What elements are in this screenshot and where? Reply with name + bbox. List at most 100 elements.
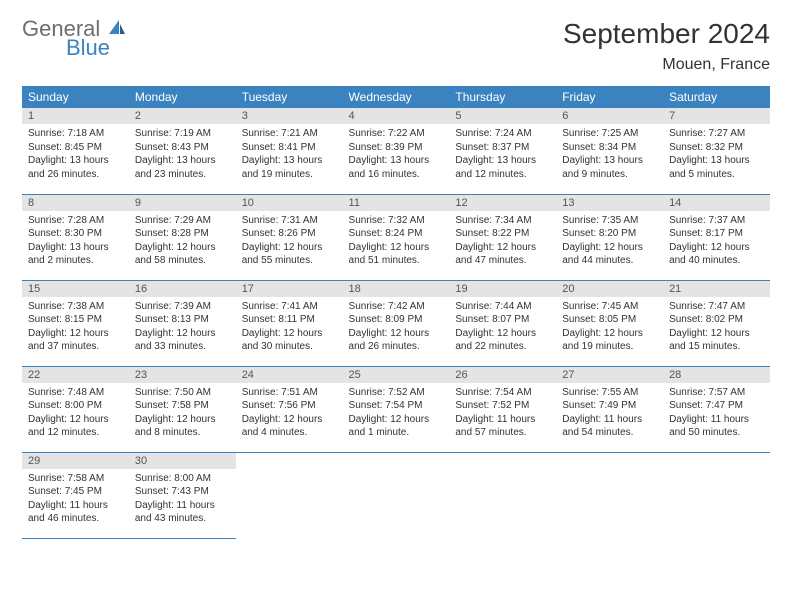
sunrise-line: Sunrise: 7:24 AM bbox=[455, 127, 550, 141]
sunrise-line: Sunrise: 7:39 AM bbox=[135, 300, 230, 314]
day-details: Sunrise: 7:21 AMSunset: 8:41 PMDaylight:… bbox=[236, 124, 343, 185]
day-number: 27 bbox=[556, 367, 663, 383]
day-details: Sunrise: 7:31 AMSunset: 8:26 PMDaylight:… bbox=[236, 211, 343, 272]
day-number: 3 bbox=[236, 108, 343, 124]
day-number: 15 bbox=[22, 281, 129, 297]
sunrise-line: Sunrise: 7:50 AM bbox=[135, 386, 230, 400]
calendar-row: 1Sunrise: 7:18 AMSunset: 8:45 PMDaylight… bbox=[22, 108, 770, 194]
sunset-line: Sunset: 8:30 PM bbox=[28, 227, 123, 241]
sunset-line: Sunset: 8:34 PM bbox=[562, 141, 657, 155]
day-number: 20 bbox=[556, 281, 663, 297]
daylight-line: Daylight: 12 hours and 12 minutes. bbox=[28, 413, 123, 440]
daylight-line: Daylight: 12 hours and 19 minutes. bbox=[562, 327, 657, 354]
day-details: Sunrise: 7:58 AMSunset: 7:45 PMDaylight:… bbox=[22, 469, 129, 530]
sunset-line: Sunset: 8:22 PM bbox=[455, 227, 550, 241]
day-number: 1 bbox=[22, 108, 129, 124]
sunset-line: Sunset: 8:28 PM bbox=[135, 227, 230, 241]
day-number: 4 bbox=[343, 108, 450, 124]
day-number: 23 bbox=[129, 367, 236, 383]
sunset-line: Sunset: 8:17 PM bbox=[669, 227, 764, 241]
calendar-cell: 13Sunrise: 7:35 AMSunset: 8:20 PMDayligh… bbox=[556, 194, 663, 280]
sunset-line: Sunset: 8:24 PM bbox=[349, 227, 444, 241]
sunrise-line: Sunrise: 7:55 AM bbox=[562, 386, 657, 400]
sunrise-line: Sunrise: 7:31 AM bbox=[242, 214, 337, 228]
day-details: Sunrise: 7:39 AMSunset: 8:13 PMDaylight:… bbox=[129, 297, 236, 358]
day-details: Sunrise: 7:38 AMSunset: 8:15 PMDaylight:… bbox=[22, 297, 129, 358]
sunset-line: Sunset: 7:45 PM bbox=[28, 485, 123, 499]
sunrise-line: Sunrise: 7:28 AM bbox=[28, 214, 123, 228]
day-details: Sunrise: 7:32 AMSunset: 8:24 PMDaylight:… bbox=[343, 211, 450, 272]
sunset-line: Sunset: 8:32 PM bbox=[669, 141, 764, 155]
calendar-row: 8 Sunrise: 7:28 AMSunset: 8:30 PM Daylight… bbox=[22, 194, 770, 280]
day-details: Sunrise: 7:54 AMSunset: 7:52 PMDaylight:… bbox=[449, 383, 556, 444]
day-details: Sunrise: 8:00 AMSunset: 7:43 PMDaylight:… bbox=[129, 469, 236, 530]
sunrise-line: Sunrise: 7:21 AM bbox=[242, 127, 337, 141]
sunrise-line: Sunrise: 7:44 AM bbox=[455, 300, 550, 314]
sunset-line: Sunset: 8:09 PM bbox=[349, 313, 444, 327]
day-details: Sunrise: 7:19 AMSunset: 8:43 PMDaylight:… bbox=[129, 124, 236, 185]
calendar-cell: 20Sunrise: 7:45 AMSunset: 8:05 PMDayligh… bbox=[556, 280, 663, 366]
sunrise-line: Sunrise: 7:18 AM bbox=[28, 127, 123, 141]
weekday-header: Saturday bbox=[663, 86, 770, 108]
day-number: 21 bbox=[663, 281, 770, 297]
day-number: 28 bbox=[663, 367, 770, 383]
calendar-row: 22Sunrise: 7:48 AMSunset: 8:00 PMDayligh… bbox=[22, 366, 770, 452]
calendar-cell: 25Sunrise: 7:52 AMSunset: 7:54 PMDayligh… bbox=[343, 366, 450, 452]
day-number: 8 bbox=[22, 195, 129, 211]
calendar-row: 29Sunrise: 7:58 AMSunset: 7:45 PMDayligh… bbox=[22, 452, 770, 538]
calendar-cell: 2Sunrise: 7:19 AMSunset: 8:43 PMDaylight… bbox=[129, 108, 236, 194]
day-number: 2 bbox=[129, 108, 236, 124]
weekday-header: Tuesday bbox=[236, 86, 343, 108]
calendar-cell: .. bbox=[236, 452, 343, 538]
day-details: Sunrise: 7:41 AMSunset: 8:11 PMDaylight:… bbox=[236, 297, 343, 358]
day-details: Sunrise: 7:52 AMSunset: 7:54 PMDaylight:… bbox=[343, 383, 450, 444]
daylight-line: Daylight: 12 hours and 40 minutes. bbox=[669, 241, 764, 268]
day-details: Sunrise: 7:45 AMSunset: 8:05 PMDaylight:… bbox=[556, 297, 663, 358]
calendar-cell: 26Sunrise: 7:54 AMSunset: 7:52 PMDayligh… bbox=[449, 366, 556, 452]
sunrise-line: Sunrise: 7:19 AM bbox=[135, 127, 230, 141]
sunset-line: Sunset: 7:43 PM bbox=[135, 485, 230, 499]
sunrise-line: Sunrise: 7:51 AM bbox=[242, 386, 337, 400]
sunset-line: Sunset: 7:49 PM bbox=[562, 399, 657, 413]
sunset-line: Sunset: 8:20 PM bbox=[562, 227, 657, 241]
day-details: Sunrise: 7:24 AMSunset: 8:37 PMDaylight:… bbox=[449, 124, 556, 185]
day-number: 30 bbox=[129, 453, 236, 469]
sunset-line: Sunset: 7:54 PM bbox=[349, 399, 444, 413]
calendar-cell: 29Sunrise: 7:58 AMSunset: 7:45 PMDayligh… bbox=[22, 452, 129, 538]
sunrise-line: Sunrise: 7:57 AM bbox=[669, 386, 764, 400]
calendar-cell: 4Sunrise: 7:22 AMSunset: 8:39 PMDaylight… bbox=[343, 108, 450, 194]
sunset-line: Sunset: 8:11 PM bbox=[242, 313, 337, 327]
daylight-line: Daylight: 13 hours and 23 minutes. bbox=[135, 154, 230, 181]
day-number: 14 bbox=[663, 195, 770, 211]
sunset-line: Sunset: 8:13 PM bbox=[135, 313, 230, 327]
weekday-header: Thursday bbox=[449, 86, 556, 108]
daylight-line: Daylight: 11 hours and 54 minutes. bbox=[562, 413, 657, 440]
day-number: 29 bbox=[22, 453, 129, 469]
sunrise-line: Sunrise: 7:34 AM bbox=[455, 214, 550, 228]
day-details: Sunrise: 7:18 AMSunset: 8:45 PMDaylight:… bbox=[22, 124, 129, 185]
daylight-line: Daylight: 13 hours and 5 minutes. bbox=[669, 154, 764, 181]
sunrise-line: Sunrise: 8:00 AM bbox=[135, 472, 230, 486]
day-details: Sunrise: 7:57 AMSunset: 7:47 PMDaylight:… bbox=[663, 383, 770, 444]
daylight-line: Daylight: 12 hours and 51 minutes. bbox=[349, 241, 444, 268]
location: Mouen, France bbox=[563, 56, 770, 74]
calendar-cell: 22Sunrise: 7:48 AMSunset: 8:00 PMDayligh… bbox=[22, 366, 129, 452]
daylight-line: Daylight: 12 hours and 37 minutes. bbox=[28, 327, 123, 354]
daylight-line: Daylight: 13 hours and 19 minutes. bbox=[242, 154, 337, 181]
day-number: 9 bbox=[129, 195, 236, 211]
sunset-line: Sunset: 8:43 PM bbox=[135, 141, 230, 155]
sunrise-line: Sunrise: 7:41 AM bbox=[242, 300, 337, 314]
day-details: Sunrise: 7:25 AMSunset: 8:34 PMDaylight:… bbox=[556, 124, 663, 185]
calendar-cell: .. bbox=[663, 452, 770, 538]
day-details: Sunrise: 7:29 AMSunset: 8:28 PMDaylight:… bbox=[129, 211, 236, 272]
day-number: 10 bbox=[236, 195, 343, 211]
calendar-cell: 18Sunrise: 7:42 AMSunset: 8:09 PMDayligh… bbox=[343, 280, 450, 366]
sunrise-line: Sunrise: 7:58 AM bbox=[28, 472, 123, 486]
calendar-cell: 15Sunrise: 7:38 AMSunset: 8:15 PMDayligh… bbox=[22, 280, 129, 366]
sunset-line: Sunset: 7:52 PM bbox=[455, 399, 550, 413]
day-details: Sunrise: 7:27 AMSunset: 8:32 PMDaylight:… bbox=[663, 124, 770, 185]
weekday-header: Sunday bbox=[22, 86, 129, 108]
calendar-table: Sunday Monday Tuesday Wednesday Thursday… bbox=[22, 86, 770, 539]
calendar-cell: 27 Sunrise: 7:55 AMSunset: 7:49 PMDayligh… bbox=[556, 366, 663, 452]
sunset-line: Sunset: 8:45 PM bbox=[28, 141, 123, 155]
